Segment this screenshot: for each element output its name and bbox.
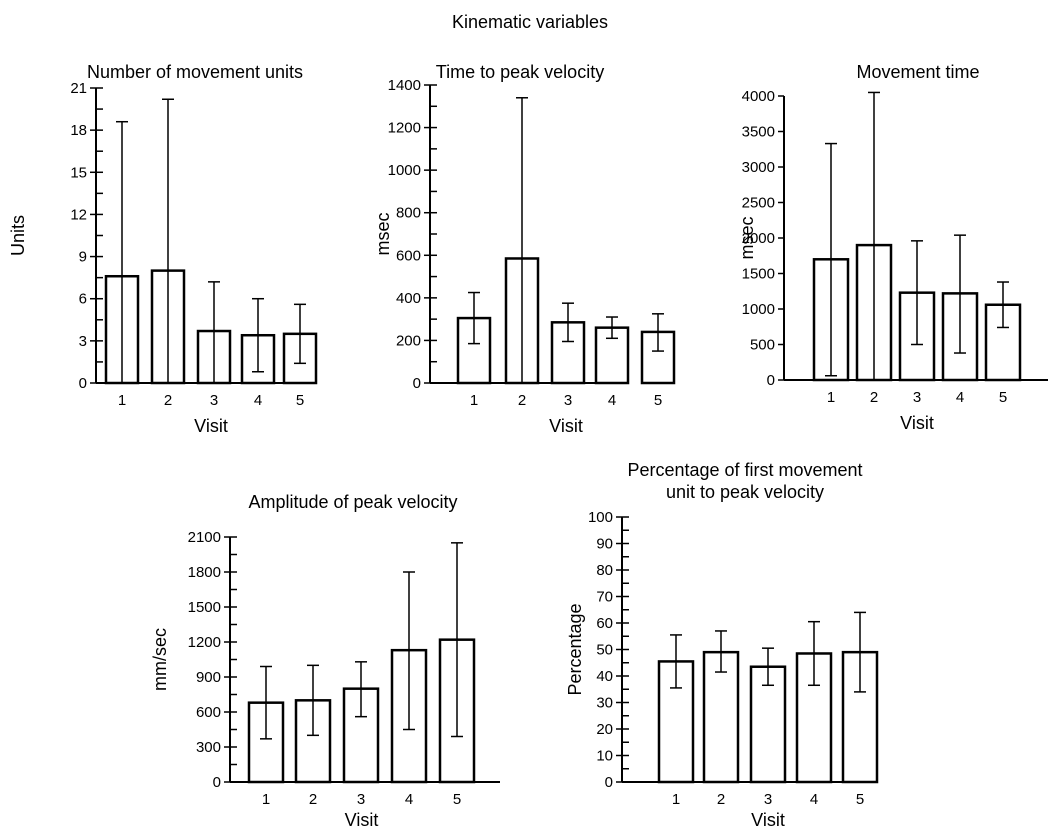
x-tick-label: 4 <box>608 392 616 409</box>
y-tick-label: 1200 <box>188 634 221 651</box>
y-tick-label: 18 <box>70 122 87 139</box>
y-tick-label: 1500 <box>188 599 221 616</box>
y-tick-label: 900 <box>196 669 221 686</box>
x-tick-label: 1 <box>827 389 835 406</box>
x-axis-label: Visit <box>900 413 934 433</box>
y-axis-label: msec <box>737 216 757 259</box>
y-tick-label: 21 <box>70 80 87 97</box>
y-tick-label: 90 <box>596 536 613 553</box>
chart-title: Time to peak velocity <box>436 62 604 82</box>
y-tick-label: 10 <box>596 748 613 765</box>
y-tick-label: 9 <box>79 249 87 266</box>
y-tick-label: 1200 <box>388 120 421 137</box>
x-tick-label: 1 <box>672 791 680 808</box>
x-tick-label: 2 <box>870 389 878 406</box>
x-tick-label: 3 <box>913 389 921 406</box>
x-tick-label: 4 <box>405 791 413 808</box>
y-axis-label: Units <box>8 215 28 256</box>
x-axis-label: Visit <box>751 810 785 830</box>
y-tick-label: 600 <box>396 247 421 264</box>
y-tick-label: 0 <box>213 774 221 791</box>
bar <box>702 650 740 784</box>
y-tick-label: 3 <box>79 333 87 350</box>
x-tick-label: 4 <box>254 392 262 409</box>
x-axis-label: Visit <box>549 416 583 436</box>
x-tick-label: 5 <box>856 791 864 808</box>
x-tick-label: 4 <box>810 791 818 808</box>
y-tick-label: 1000 <box>742 301 775 318</box>
y-axis-label: mm/sec <box>150 628 170 691</box>
x-tick-label: 3 <box>564 392 572 409</box>
y-tick-label: 70 <box>596 589 613 606</box>
y-tick-label: 15 <box>70 164 87 181</box>
x-tick-label: 2 <box>164 392 172 409</box>
chart-panel: Number of movement units036912151821Unit… <box>8 62 318 436</box>
chart-panel: Time to peak velocity0200400600800100012… <box>373 62 676 436</box>
chart-title: Percentage of first movement <box>627 460 862 480</box>
y-tick-label: 300 <box>196 739 221 756</box>
y-tick-label: 0 <box>605 774 613 791</box>
x-tick-label: 3 <box>764 791 772 808</box>
y-tick-label: 1400 <box>388 77 421 94</box>
y-tick-label: 0 <box>79 375 87 392</box>
figure-title: Kinematic variables <box>452 12 608 32</box>
y-tick-label: 6 <box>79 291 87 308</box>
y-tick-label: 3000 <box>742 159 775 176</box>
y-tick-label: 2500 <box>742 195 775 212</box>
x-tick-label: 1 <box>262 791 270 808</box>
y-tick-label: 60 <box>596 615 613 632</box>
y-tick-label: 30 <box>596 695 613 712</box>
y-tick-label: 0 <box>413 375 421 392</box>
y-tick-label: 40 <box>596 668 613 685</box>
chart-title: Number of movement units <box>87 62 303 82</box>
y-tick-label: 1000 <box>388 162 421 179</box>
x-axis-label: Visit <box>194 416 228 436</box>
x-tick-label: 1 <box>118 392 126 409</box>
y-tick-label: 2000 <box>742 230 775 247</box>
y-tick-label: 2100 <box>188 529 221 546</box>
x-tick-label: 3 <box>210 392 218 409</box>
chart-title: unit to peak velocity <box>666 482 824 502</box>
y-tick-label: 600 <box>196 704 221 721</box>
x-tick-label: 4 <box>956 389 964 406</box>
y-tick-label: 80 <box>596 562 613 579</box>
y-tick-label: 1800 <box>188 564 221 581</box>
x-tick-label: 3 <box>357 791 365 808</box>
y-axis-label: msec <box>373 212 393 255</box>
y-tick-label: 200 <box>396 332 421 349</box>
x-tick-label: 1 <box>470 392 478 409</box>
x-tick-label: 2 <box>518 392 526 409</box>
x-tick-label: 2 <box>717 791 725 808</box>
x-tick-label: 5 <box>654 392 662 409</box>
chart-panel: Amplitude of peak velocity 0 300 600 900 1200… <box>150 492 500 830</box>
y-tick-label: 800 <box>396 205 421 222</box>
y-axis-label: Percentage <box>565 603 585 695</box>
y-tick-label: 1500 <box>742 266 775 283</box>
y-tick-label: 4000 <box>742 88 775 105</box>
x-tick-label: 2 <box>309 791 317 808</box>
y-tick-label: 400 <box>396 290 421 307</box>
y-tick-label: 500 <box>750 337 775 354</box>
x-tick-label: 5 <box>296 392 304 409</box>
y-tick-label: 12 <box>70 206 87 223</box>
x-tick-label: 5 <box>453 791 461 808</box>
y-tick-label: 50 <box>596 642 613 659</box>
x-axis-label: Visit <box>345 810 379 830</box>
y-tick-label: 0 <box>767 372 775 389</box>
y-tick-label: 20 <box>596 721 613 738</box>
x-tick-label: 5 <box>999 389 1007 406</box>
chart-title: Movement time <box>856 62 979 82</box>
y-tick-label: 3500 <box>742 124 775 141</box>
chart-panel: Movement time 0 500 1000 1500 2000 2500 3000 350… <box>737 62 1048 433</box>
y-tick-label: 100 <box>588 509 613 526</box>
chart-title: Amplitude of peak velocity <box>248 492 457 512</box>
